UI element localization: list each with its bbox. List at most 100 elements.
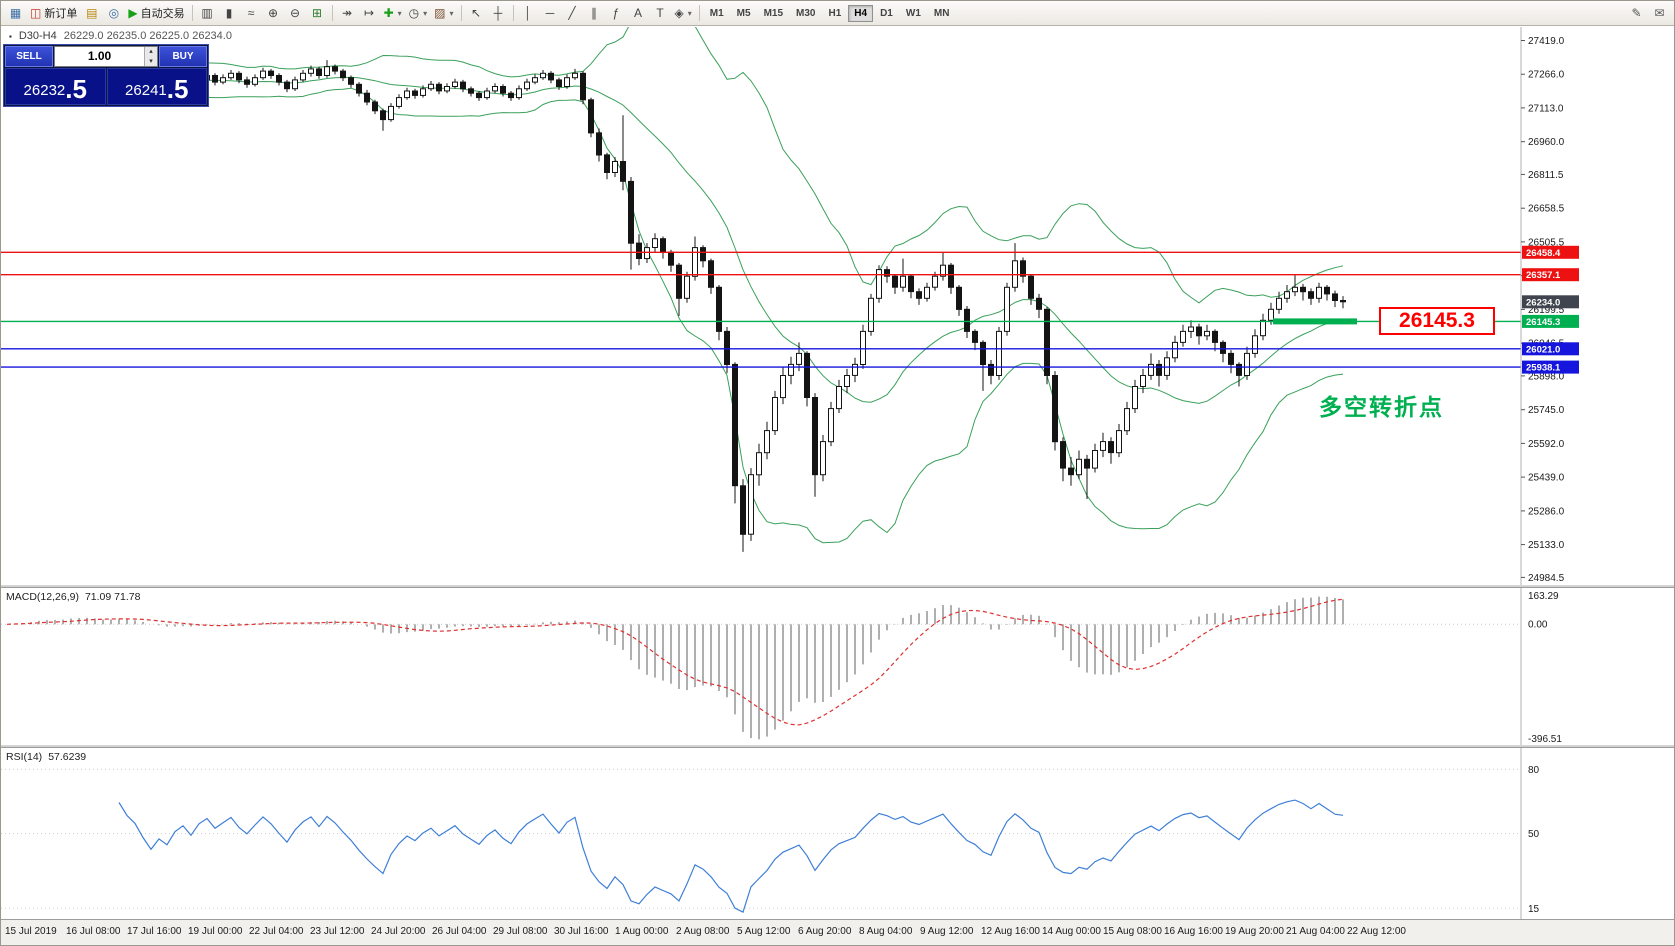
text-icon[interactable]: A bbox=[628, 3, 649, 23]
zoom-in-icon[interactable]: ⊕ bbox=[263, 3, 284, 23]
new-chart-icon[interactable]: ▦ bbox=[5, 3, 26, 23]
indicators-icon[interactable]: ✚ ▾ bbox=[381, 3, 405, 23]
time-label: 1 Aug 00:00 bbox=[615, 926, 669, 937]
time-label: 17 Jul 16:00 bbox=[127, 926, 182, 937]
bar-chart-icon[interactable]: ▥ bbox=[197, 3, 218, 23]
horizontal-line-icon[interactable]: ─ bbox=[540, 3, 561, 23]
candle-body bbox=[1124, 408, 1130, 432]
timeframe-m1[interactable]: M1 bbox=[704, 5, 730, 22]
timeframe-h4[interactable]: H4 bbox=[848, 4, 874, 22]
crosshair-icon[interactable]: ┼ bbox=[488, 3, 509, 23]
label-icon[interactable]: T bbox=[650, 3, 671, 23]
candle-body bbox=[612, 161, 618, 173]
candle-body bbox=[852, 363, 858, 376]
main-price-chart[interactable]: 27419.0 27266.0 27113.0 26960.0 26811.5 26658… bbox=[1, 27, 1675, 585]
pencil-icon[interactable]: ✎ bbox=[1626, 3, 1647, 23]
volume-up-icon[interactable]: ▴ bbox=[145, 47, 157, 57]
timeframe-h1[interactable]: H1 bbox=[822, 5, 847, 22]
periods-icon[interactable]: ◷ ▾ bbox=[406, 3, 431, 23]
candle-body bbox=[596, 132, 602, 156]
cursor-icon[interactable]: ↖ bbox=[466, 3, 487, 23]
timeframe-m30[interactable]: M30 bbox=[790, 5, 821, 22]
buy-button[interactable]: BUY bbox=[159, 46, 207, 67]
candlestick-chart-icon[interactable]: ▮ bbox=[219, 3, 240, 23]
sell-price[interactable]: 26232.5 bbox=[5, 68, 106, 105]
mail-icon[interactable]: ✉ bbox=[1649, 3, 1670, 23]
timeframe-d1[interactable]: D1 bbox=[874, 5, 899, 22]
zoom-out-icon[interactable]: ⊖ bbox=[285, 3, 306, 23]
candle-body bbox=[316, 68, 322, 77]
candle-body bbox=[804, 352, 810, 398]
volume-value[interactable]: 1.00 bbox=[87, 49, 112, 63]
time-label: 22 Aug 12:00 bbox=[1347, 926, 1406, 937]
auto-scroll-icon: ↠ bbox=[342, 6, 353, 20]
highlighted-price-label[interactable]: 26145.3 bbox=[1379, 307, 1495, 335]
chart-shift-icon[interactable]: ↦ bbox=[359, 3, 380, 23]
dropdown-caret-icon: ▾ bbox=[687, 8, 692, 18]
auto-scroll-icon[interactable]: ↠ bbox=[337, 3, 358, 23]
chart-annotation-text[interactable]: 多空转折点 bbox=[1319, 394, 1444, 420]
vertical-line-icon: │ bbox=[524, 6, 532, 20]
toolbar-separator bbox=[512, 5, 514, 21]
vertical-line-icon[interactable]: │ bbox=[518, 3, 539, 23]
candle-body bbox=[1092, 450, 1098, 469]
templates-icon[interactable]: ▨ ▾ bbox=[431, 3, 456, 23]
chart-title-bar: ▪ D30-H4 26229.0 26235.0 26225.0 26234.0 bbox=[9, 30, 232, 42]
zoom-out-icon: ⊖ bbox=[290, 6, 301, 20]
time-label: 9 Aug 12:00 bbox=[920, 926, 974, 937]
timeframe-w1[interactable]: W1 bbox=[900, 5, 927, 22]
price-tick-label: 25592.0 bbox=[1528, 439, 1565, 450]
candle-body bbox=[636, 242, 642, 260]
support-zone[interactable] bbox=[1273, 318, 1357, 325]
candle-body bbox=[548, 72, 554, 81]
candle-body bbox=[788, 363, 794, 376]
price-marker: 26234.0 bbox=[1522, 295, 1579, 309]
candle-body bbox=[1036, 297, 1042, 310]
candle-body bbox=[668, 251, 674, 266]
candle-body bbox=[900, 275, 906, 288]
pane-separator[interactable] bbox=[1, 585, 1674, 588]
candle-body bbox=[972, 330, 978, 343]
candle-body bbox=[1100, 441, 1106, 451]
dropdown-caret-icon: ▾ bbox=[423, 8, 428, 18]
volume-field[interactable]: 1.00 ▴ ▾ bbox=[54, 46, 158, 67]
line-chart-icon[interactable]: ≈ bbox=[241, 3, 262, 23]
horizontal-line-icon: ─ bbox=[545, 6, 555, 20]
candle-body bbox=[1308, 291, 1314, 299]
fibonacci-icon[interactable]: ƒ bbox=[606, 3, 627, 23]
candle-body bbox=[1140, 375, 1146, 387]
candle-body bbox=[420, 88, 426, 96]
indicators-icon: ✚ bbox=[383, 6, 394, 20]
candle-body bbox=[676, 264, 682, 299]
timeframe-mn[interactable]: MN bbox=[928, 5, 956, 22]
pane-separator[interactable] bbox=[1, 745, 1674, 748]
shapes-icon[interactable]: ◈ ▾ bbox=[672, 3, 695, 23]
candle-body bbox=[1156, 363, 1162, 376]
volume-down-icon[interactable]: ▾ bbox=[145, 56, 157, 66]
time-label: 6 Aug 20:00 bbox=[798, 926, 852, 937]
candle-body bbox=[796, 352, 802, 365]
candle-body bbox=[1044, 308, 1050, 376]
candle-body bbox=[468, 88, 474, 94]
rsi-pane[interactable]: 80 50 15 bbox=[1, 748, 1675, 919]
candle-body bbox=[532, 77, 538, 83]
timeframe-m15[interactable]: M15 bbox=[758, 5, 789, 22]
market-watch-icon: ▤ bbox=[86, 6, 98, 20]
new-order-button[interactable]: ◫ 新订单 bbox=[27, 3, 80, 23]
macd-pane[interactable]: 163.29 0.00 -396.51 bbox=[1, 588, 1675, 745]
tile-windows-icon[interactable]: ⊞ bbox=[307, 3, 328, 23]
channel-icon[interactable]: ∥ bbox=[584, 3, 605, 23]
sell-button[interactable]: SELL bbox=[5, 46, 53, 67]
volume-spinner[interactable]: ▴ ▾ bbox=[144, 47, 157, 66]
autotrade-button[interactable]: ▶ 自动交易 bbox=[125, 3, 187, 23]
candle-body bbox=[692, 247, 698, 277]
time-label: 24 Jul 20:00 bbox=[371, 926, 426, 937]
trendline-icon[interactable]: ╱ bbox=[562, 3, 583, 23]
buy-price[interactable]: 26241.5 bbox=[106, 68, 207, 105]
market-watch-icon[interactable]: ▤ bbox=[81, 3, 102, 23]
candle-body bbox=[1180, 330, 1186, 343]
time-axis[interactable]: 15 Jul 2019 16 Jul 08:00 17 Jul 16:00 19 Ju… bbox=[1, 919, 1674, 945]
timeframe-m5[interactable]: M5 bbox=[731, 5, 757, 22]
time-label: 16 Aug 16:00 bbox=[1164, 926, 1223, 937]
navigator-icon[interactable]: ◎ bbox=[103, 3, 124, 23]
